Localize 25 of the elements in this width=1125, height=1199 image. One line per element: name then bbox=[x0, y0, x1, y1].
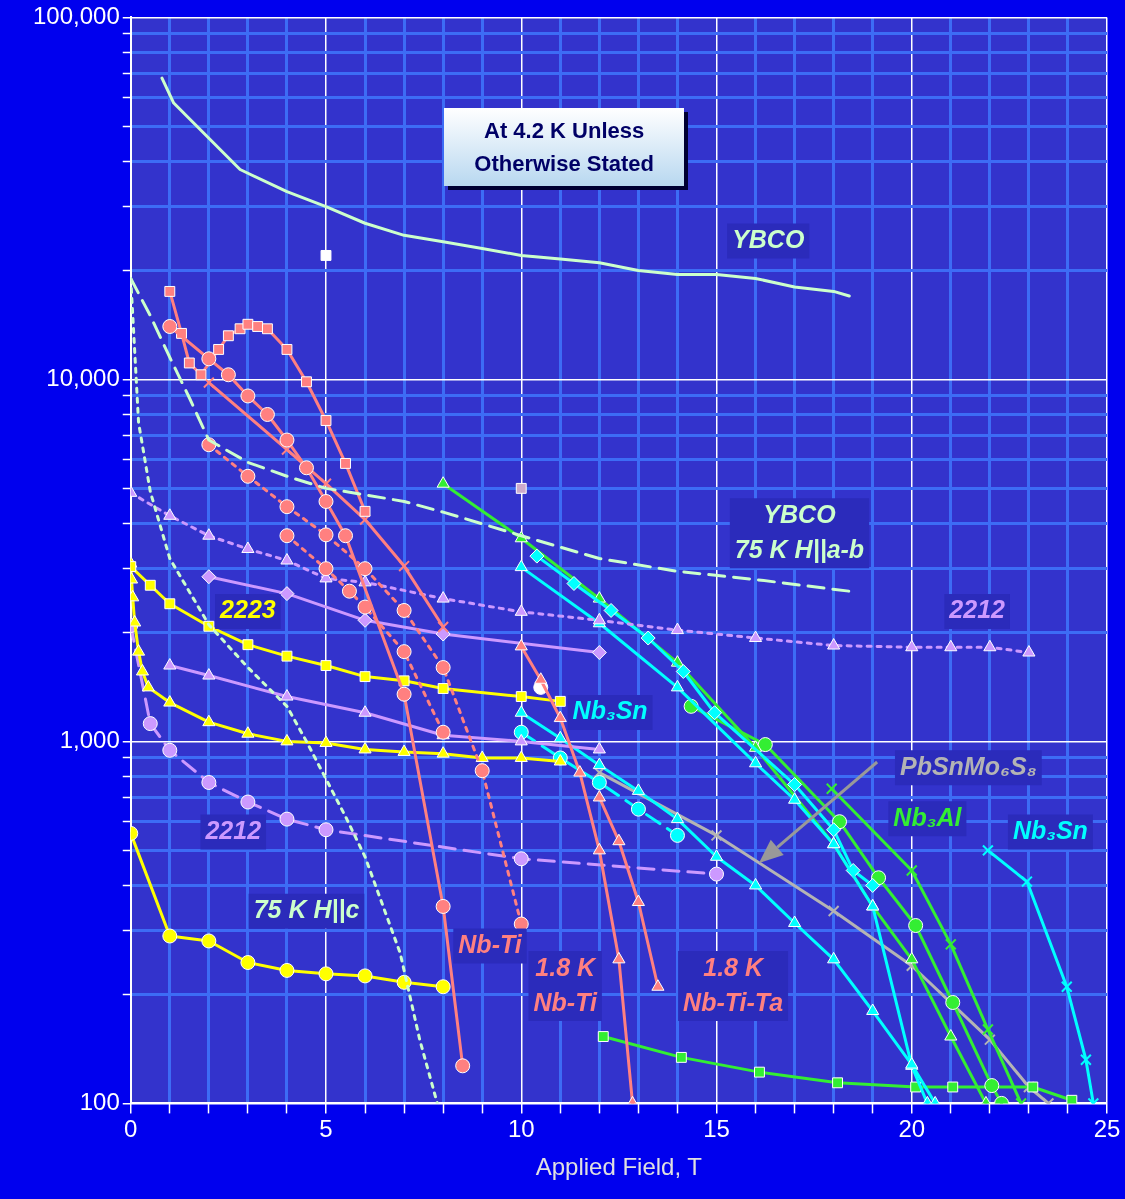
series-label: Nb₃Sn bbox=[572, 696, 648, 725]
series-label: 2212 bbox=[204, 815, 262, 844]
x-tick-label: 25 bbox=[1093, 1115, 1121, 1143]
text: At 4.2 K Unless Otherwise Stated bbox=[444, 107, 685, 186]
series-label: Nb-Ti bbox=[458, 929, 523, 958]
series-label: 2212 bbox=[948, 595, 1006, 624]
series-label: 1.8 K Nb-Ti bbox=[533, 952, 598, 1016]
x-tick-label: 15 bbox=[703, 1115, 730, 1143]
x-tick-label: 0 bbox=[124, 1115, 138, 1143]
text: PbSnMo₆S₈ bbox=[899, 751, 1037, 780]
x-tick-label: 10 bbox=[507, 1115, 535, 1143]
x-tick-label: 5 bbox=[319, 1115, 333, 1143]
y-tick-label: 1,000 bbox=[59, 726, 120, 754]
y-tick-label: 10,000 bbox=[46, 364, 120, 392]
y-tick-label: 100 bbox=[79, 1088, 120, 1116]
x-tick-label: 20 bbox=[898, 1115, 926, 1143]
y-tick-label: 100,000 bbox=[32, 2, 120, 30]
series-label: 2223 bbox=[219, 595, 276, 624]
x-axis-title: Applied Field, T bbox=[535, 1153, 703, 1181]
series-label: Nb₃Sn bbox=[1012, 815, 1088, 844]
series-label: 75 K H||c bbox=[253, 895, 360, 924]
series-label: 1.8 K Nb-Ti-Ta bbox=[683, 952, 784, 1016]
series-label: YBCO 75 K H||a-b bbox=[734, 499, 865, 563]
series-label: Nb₃Al bbox=[893, 802, 963, 831]
series-label: YBCO bbox=[732, 225, 805, 254]
